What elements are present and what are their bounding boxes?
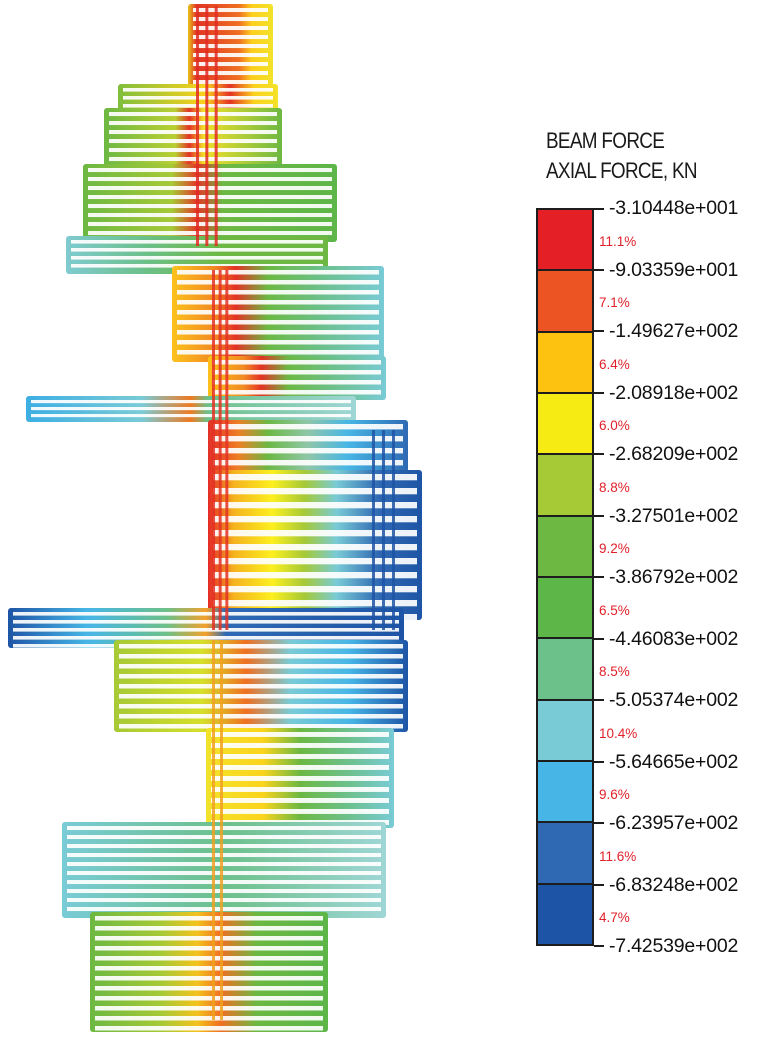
scale-tick	[594, 453, 604, 455]
beam-element-groups	[8, 4, 422, 1032]
scale-tick-label: -6.23957e+002	[609, 812, 739, 834]
column-line	[392, 430, 395, 630]
band-percent-label: 6.4%	[599, 356, 630, 372]
column-line	[218, 270, 222, 630]
band-percent-label: 9.2%	[599, 541, 630, 557]
beam-block	[208, 356, 386, 400]
color-band	[538, 577, 592, 640]
scale-tick	[594, 822, 604, 824]
beam-block	[172, 266, 384, 362]
color-band	[538, 393, 592, 456]
column-line	[196, 6, 199, 246]
column-line	[225, 270, 229, 630]
beam-block	[83, 164, 337, 242]
color-scale-bar	[536, 208, 594, 946]
scale-tick	[594, 391, 604, 394]
tower-top-block	[188, 4, 273, 90]
scale-tick-label: -5.64665e+002	[609, 750, 739, 773]
color-band	[538, 884, 592, 944]
color-band	[538, 823, 592, 885]
column-line	[212, 270, 215, 630]
scale-tick-label: -5.05374e+002	[609, 689, 739, 711]
scale-tick	[594, 268, 604, 271]
scale-tick	[594, 760, 604, 763]
legend-subtitle: AXIAL FORCE, KN	[546, 158, 698, 183]
scale-tick-label: -2.08918e+002	[609, 381, 739, 404]
band-percent-label: 11.6%	[599, 848, 637, 864]
scale-tick	[594, 330, 604, 332]
band-percent-label: 9.6%	[599, 787, 630, 803]
column-line	[372, 430, 375, 630]
scale-tick-label: -1.49627e+002	[609, 320, 739, 342]
band-percent-label: 8.8%	[599, 479, 630, 495]
column-line	[382, 430, 385, 630]
scale-tick	[594, 883, 604, 886]
color-band	[538, 455, 592, 517]
scale-tick-label: -7.42539e+002	[609, 935, 739, 957]
band-percent-label: 4.7%	[599, 910, 630, 926]
column-line	[220, 640, 223, 1020]
scale-tick	[594, 945, 604, 947]
beam-block	[114, 640, 408, 732]
column-line	[214, 6, 218, 246]
color-band	[538, 761, 592, 824]
legend-title: BEAM FORCE	[546, 128, 665, 153]
scale-tick	[594, 637, 604, 640]
color-band	[538, 332, 592, 394]
beam-block	[62, 822, 386, 918]
structural-beam-model	[8, 4, 422, 1032]
color-band	[538, 516, 592, 578]
scale-tick-label: -2.68209e+002	[609, 443, 739, 465]
scale-tick-label: -6.83248e+002	[609, 873, 739, 896]
beam-block	[90, 912, 328, 1032]
scale-tick	[594, 699, 604, 701]
scale-tick-label: -3.27501e+002	[609, 504, 739, 527]
beam-block	[208, 470, 422, 621]
scale-tick	[594, 208, 604, 210]
color-band	[538, 639, 592, 701]
scale-tick-label: -3.86792e+002	[609, 566, 739, 588]
color-band	[538, 210, 592, 272]
scale-tick-label: -3.10448e+001	[609, 197, 739, 219]
beam-block	[26, 396, 356, 422]
color-band	[538, 271, 592, 333]
column-line	[205, 6, 209, 246]
scale-tick-label: -9.03359e+001	[609, 258, 739, 281]
column-line	[212, 640, 215, 1020]
band-percent-label: 6.0%	[599, 418, 630, 434]
band-percent-label: 7.1%	[599, 295, 630, 311]
scale-tick-label: -4.46083e+002	[609, 627, 739, 650]
color-band	[538, 700, 592, 762]
scale-tick	[594, 576, 604, 578]
scale-tick	[594, 514, 604, 517]
band-percent-label: 8.5%	[599, 664, 630, 680]
band-percent-label: 6.5%	[599, 602, 630, 618]
band-percent-label: 10.4%	[599, 725, 638, 741]
beam-block	[206, 728, 394, 828]
band-percent-label: 11.1%	[599, 233, 637, 249]
beam-block	[104, 108, 282, 166]
